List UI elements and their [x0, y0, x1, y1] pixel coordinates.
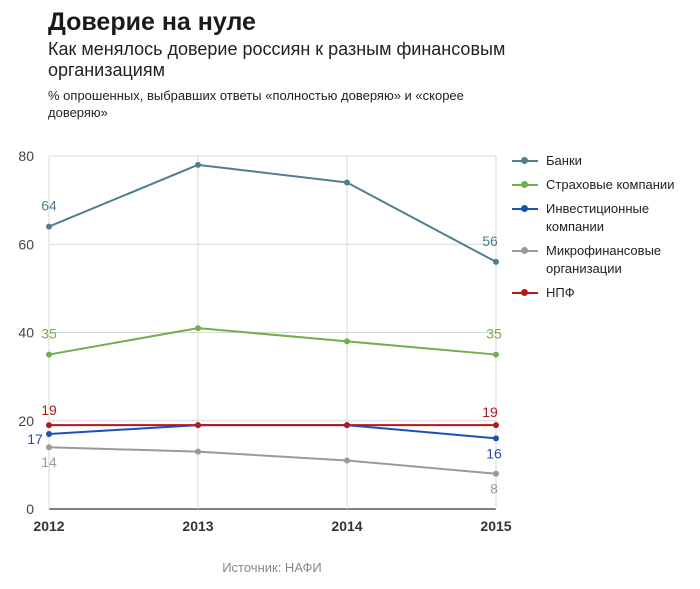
x-tick-label: 2012 — [33, 518, 64, 534]
series-5-data-label: 19 — [41, 402, 57, 418]
x-tick-label: 2015 — [480, 518, 511, 534]
legend-item: Микрофинансовые организации — [510, 242, 696, 278]
x-tick-label: 2013 — [182, 518, 213, 534]
legend-item: НПФ — [510, 284, 696, 302]
y-tick-label: 20 — [18, 413, 34, 429]
series-lines — [46, 161, 499, 477]
series-4-point — [46, 444, 52, 451]
legend-label: Инвестиционные компании — [546, 201, 650, 234]
series-1-point — [195, 161, 201, 168]
legend-marker — [521, 247, 528, 254]
y-tick-label: 60 — [18, 236, 34, 252]
legend-label: Страховые компании — [546, 177, 675, 192]
legend-label: НПФ — [546, 285, 575, 300]
legend-item: Страховые компании — [510, 176, 696, 194]
series-4-point — [493, 470, 499, 477]
series-1-point — [344, 179, 350, 186]
series-1-data-label: 56 — [482, 233, 498, 249]
series-5-point — [493, 422, 499, 429]
legend-item: Инвестиционные компании — [510, 200, 696, 236]
series-3-point — [493, 435, 499, 442]
legend: Банки Страховые компании Инвестиционные ко… — [510, 152, 696, 308]
series-3-data-label: 17 — [27, 431, 43, 447]
chart-subtitle: Как менялось доверие россиян к разным фи… — [48, 39, 506, 80]
data-labels: 64 56 35 35 17 16 14 8 19 19 — [27, 198, 502, 497]
legend-label: Банки — [546, 153, 582, 168]
series-2-point — [493, 351, 499, 358]
series-3-data-label: 16 — [486, 445, 502, 461]
y-tick-label: 40 — [18, 325, 34, 341]
series-1-point — [46, 223, 52, 230]
legend-label: Микрофинансовые организации — [546, 243, 662, 276]
series-2-point — [344, 338, 350, 345]
series-5-point — [195, 422, 201, 429]
series-3-line — [48, 424, 497, 440]
legend-item: Банки — [510, 152, 696, 170]
legend-marker — [521, 205, 528, 212]
chart-title: Доверие на нуле — [48, 8, 256, 36]
series-4-line — [48, 446, 497, 475]
series-4-point — [344, 457, 350, 464]
series-3-point — [46, 430, 52, 437]
y-tick-label: 0 — [26, 501, 34, 517]
series-2-line — [48, 327, 497, 356]
series-5-data-label: 19 — [482, 404, 498, 420]
legend-marker — [521, 157, 528, 164]
y-tick-label: 80 — [18, 148, 34, 164]
source-note: Источник: НАФИ — [222, 560, 322, 575]
series-4-data-label: 8 — [490, 481, 498, 497]
series-1-data-label: 64 — [41, 198, 57, 214]
chart-note: % опрошенных, выбравших ответы «полность… — [48, 88, 464, 120]
series-2-data-label: 35 — [486, 326, 502, 342]
series-2-point — [195, 325, 201, 332]
x-tick-label: 2014 — [331, 518, 362, 534]
series-2-data-label: 35 — [41, 326, 57, 342]
series-1-line — [48, 163, 497, 263]
axis: 0 20 40 60 80 2012 2013 2014 2015 — [18, 148, 511, 534]
series-2-point — [46, 351, 52, 358]
series-5-point — [46, 422, 52, 429]
series-4-data-label: 14 — [41, 454, 57, 470]
legend-marker — [521, 289, 528, 296]
legend-marker — [521, 181, 528, 188]
series-4-point — [195, 448, 201, 455]
series-5-point — [344, 422, 350, 429]
series-1-point — [493, 258, 499, 265]
